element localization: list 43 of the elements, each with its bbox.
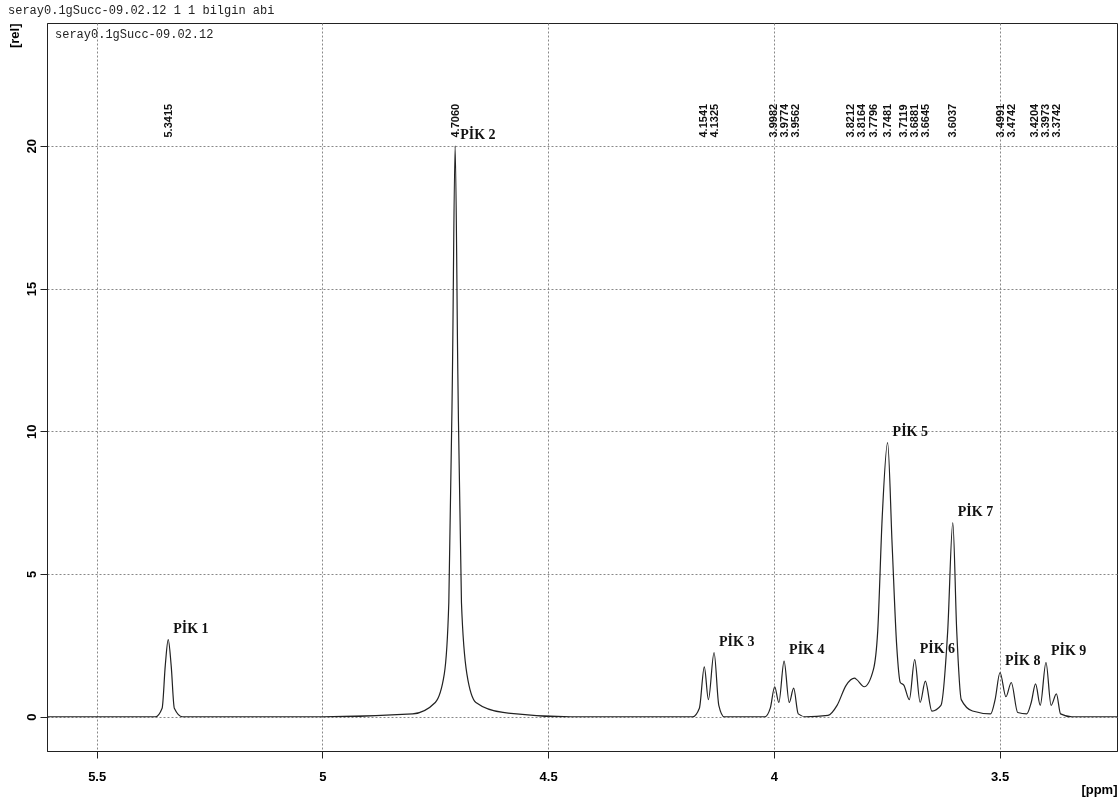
x2-tick-label: 3.8212 bbox=[843, 103, 856, 138]
y-axis-title: [rel] bbox=[6, 23, 22, 49]
x2-tick-label: 3.7481 bbox=[881, 103, 894, 138]
x2-tick-label: 5.3415 bbox=[161, 103, 174, 138]
x2-tick-label: 3.3742 bbox=[1050, 103, 1063, 138]
y-tick-label: 5 bbox=[23, 570, 39, 579]
annotation: PİK 7 bbox=[957, 502, 994, 519]
annotation: PİK 5 bbox=[892, 422, 928, 439]
annotation: PİK 1 bbox=[173, 619, 209, 636]
x2-tick-label: 3.6037 bbox=[946, 103, 959, 138]
x-tick-label: 5 bbox=[319, 768, 327, 784]
x2-tick-label: 3.9982 bbox=[766, 103, 779, 138]
y-tick-label: 15 bbox=[23, 281, 39, 297]
x2-tick-label: 3.6881 bbox=[908, 103, 921, 138]
x-tick-label: 4.5 bbox=[539, 768, 558, 784]
x2-tick-label: 3.8164 bbox=[854, 102, 867, 138]
x2-tick-label: 3.3973 bbox=[1039, 103, 1052, 138]
x2-tick-label: 3.9774 bbox=[777, 102, 790, 138]
annotation: PİK 3 bbox=[719, 632, 755, 649]
x2-tick-label: 3.7119 bbox=[897, 104, 910, 138]
x2-tick-label: 4.1325 bbox=[708, 103, 721, 138]
y-tick-label: 10 bbox=[23, 424, 39, 439]
x-tick-label: 3.5 bbox=[991, 768, 1010, 784]
annotation: PİK 4 bbox=[789, 641, 825, 658]
annotation: PİK 6 bbox=[919, 639, 956, 656]
x2-tick-label: 4.7060 bbox=[448, 103, 461, 138]
annotation: PİK 2 bbox=[460, 125, 496, 142]
chart-title: seray0.1gSucc-09.02.12 1 1 bilgin abi bbox=[8, 4, 275, 18]
annotation: seray0.1gSucc-09.02.12 bbox=[55, 28, 214, 42]
annotation: PİK 8 bbox=[1005, 652, 1041, 669]
x2-tick-label: 3.6645 bbox=[919, 103, 932, 138]
x2-tick-label: 3.9562 bbox=[788, 103, 801, 138]
annotation: PİK 9 bbox=[1050, 642, 1087, 659]
x-axis-title: [ppm] bbox=[1081, 781, 1118, 797]
y-tick-label: 20 bbox=[23, 139, 39, 154]
x-tick-label: 5.5 bbox=[88, 768, 107, 784]
x2-tick-label: 4.1541 bbox=[697, 103, 710, 138]
x2-tick-label: 3.4742 bbox=[1004, 103, 1017, 138]
x2-tick-label: 3.4991 bbox=[993, 103, 1006, 138]
y-tick-label: 0 bbox=[23, 713, 39, 721]
x2-tick-label: 3.7796 bbox=[866, 103, 879, 138]
x2-tick-label: 3.4204 bbox=[1028, 102, 1041, 138]
x-tick-label: 4 bbox=[770, 768, 779, 784]
